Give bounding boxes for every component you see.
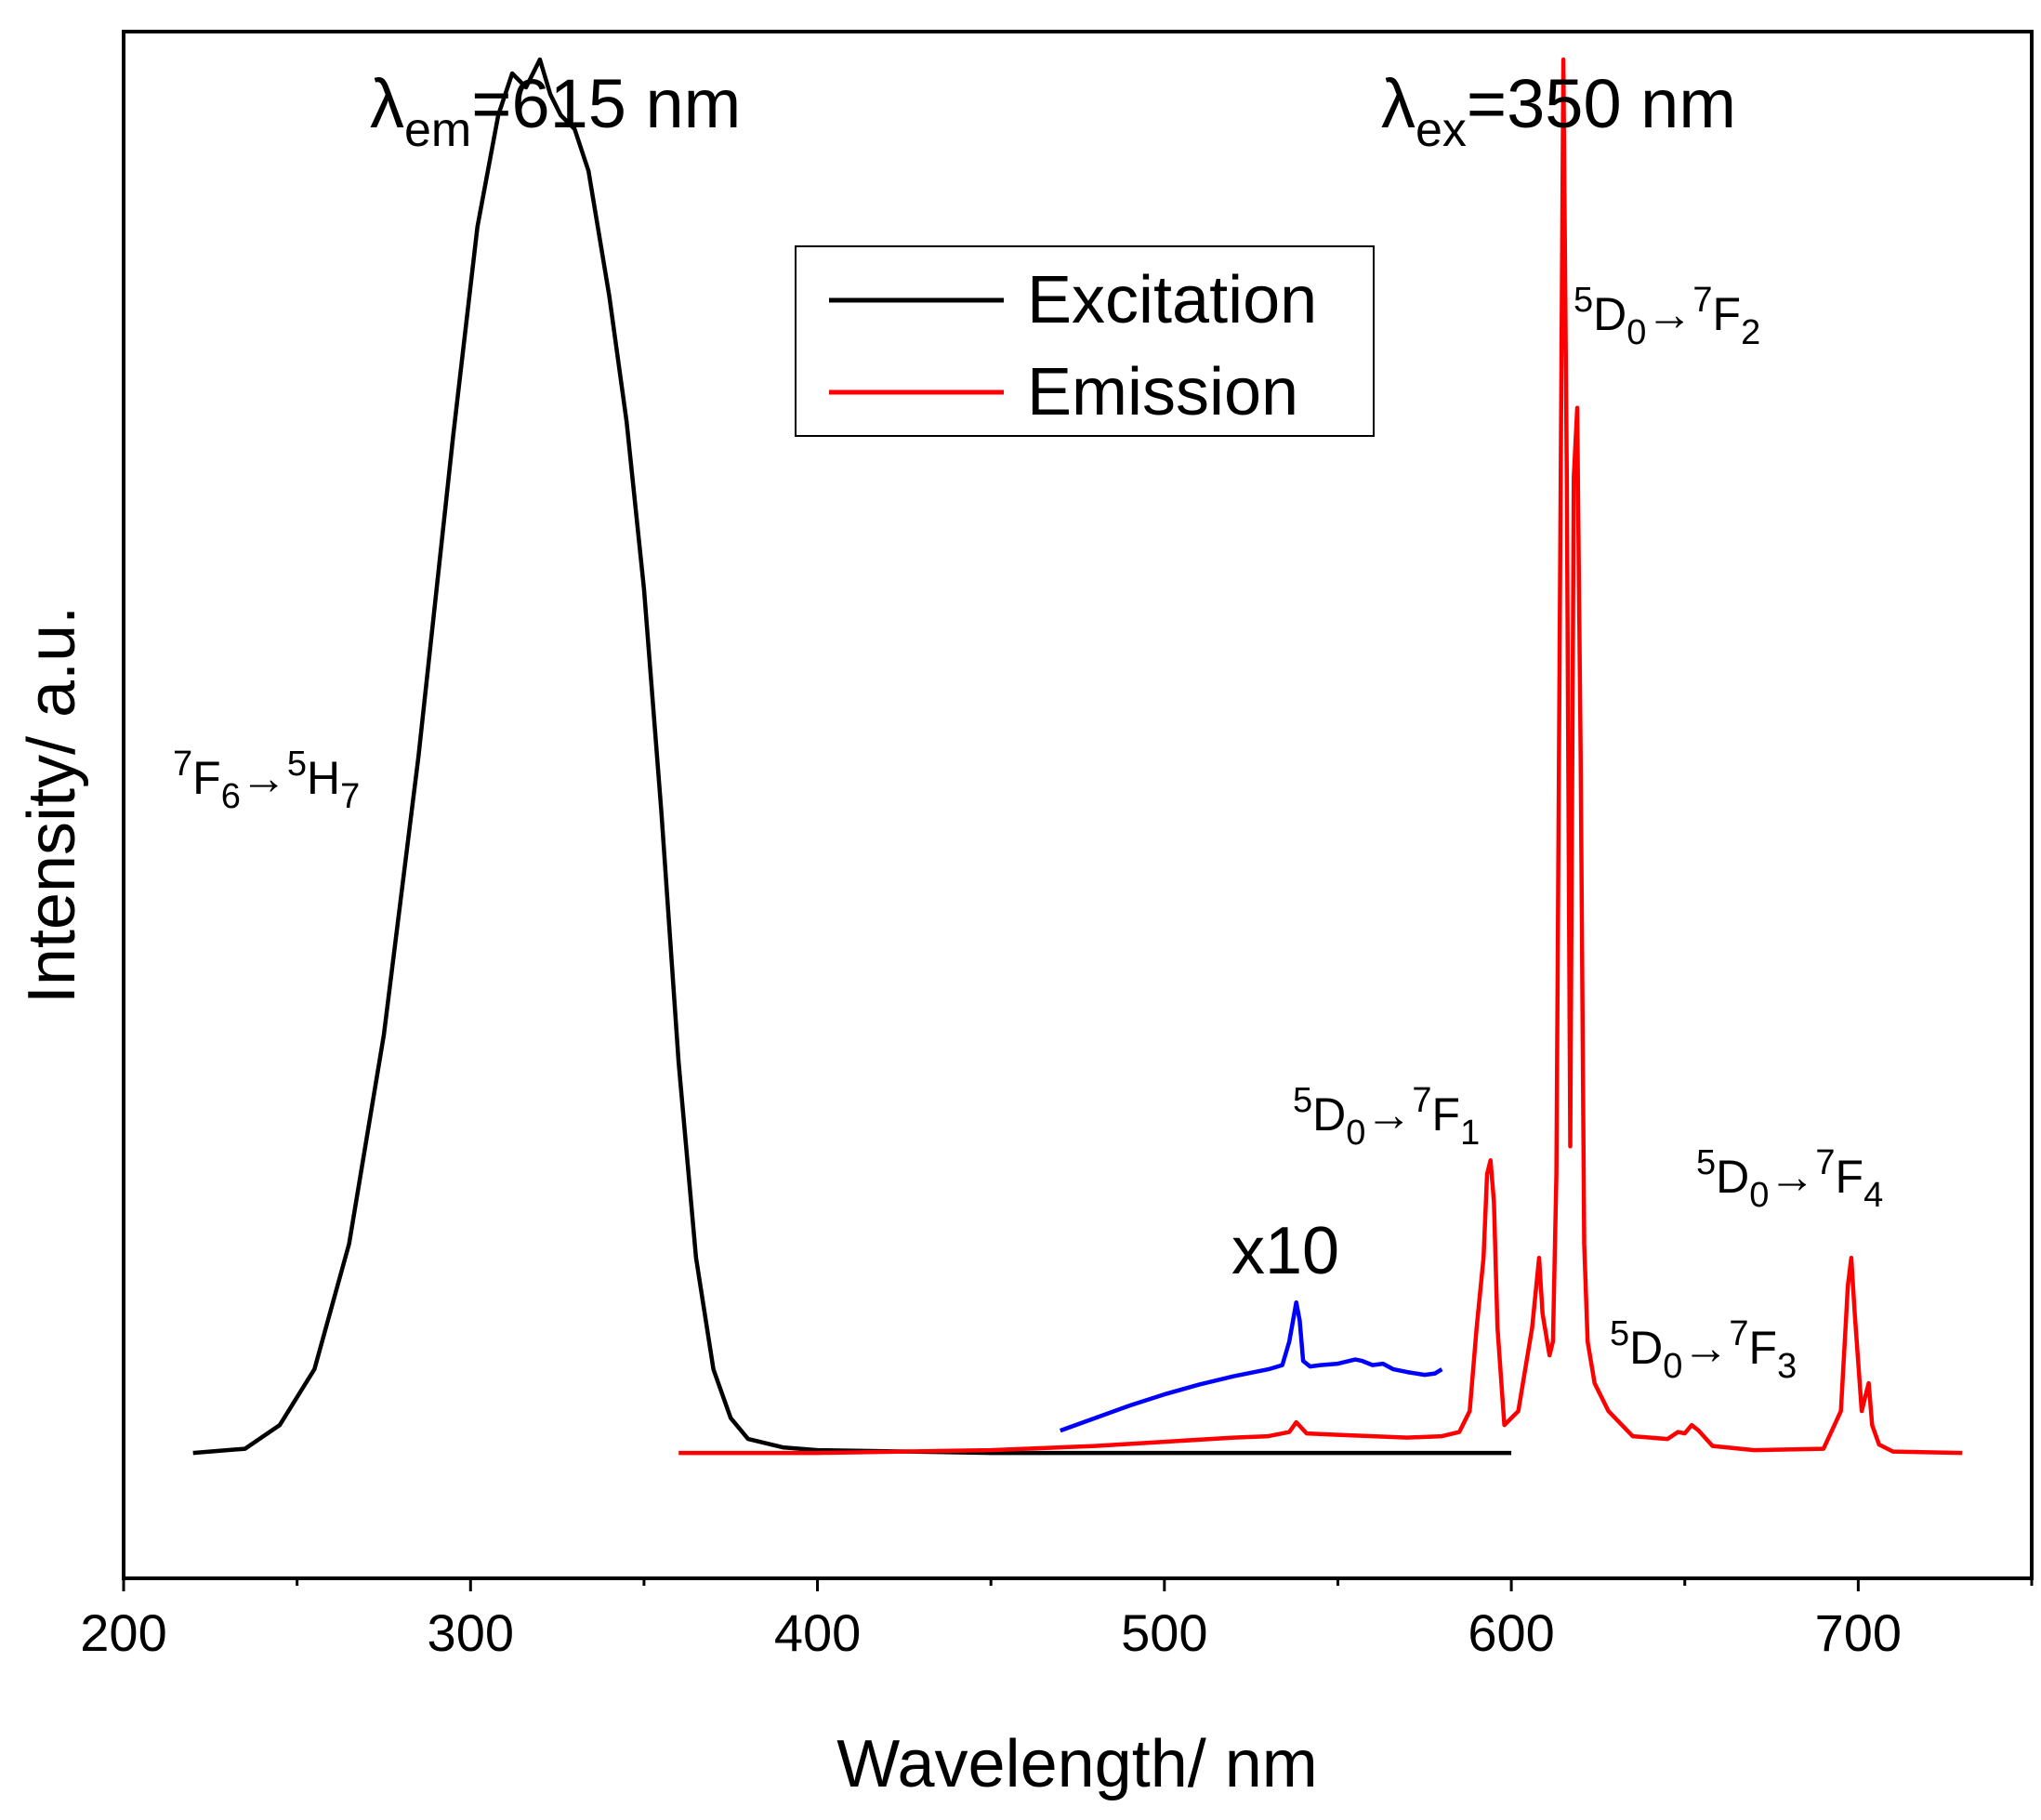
d0-f2-label: 5D0→7F2 [1574, 281, 1760, 352]
plot-frame [122, 30, 2034, 1580]
legend-box [795, 245, 1375, 437]
x-tick-label: 300 [428, 1603, 514, 1662]
series-emission-line [678, 57, 1963, 1456]
series-excitation-line [192, 57, 1512, 1456]
lambda-em-label: λem=615 nm [370, 65, 741, 157]
d0-f4-label: 5D0→7F4 [1696, 1143, 1883, 1215]
legend: Excitation Emission [795, 245, 1375, 437]
legend-label-emission: Emission [1027, 355, 1298, 429]
legend-label-excitation: Excitation [1027, 263, 1317, 337]
x-tick-label: 500 [1121, 1603, 1207, 1662]
excitation-transition-label: 7F6→5H7 [173, 745, 360, 816]
x-tick-label: 700 [1815, 1603, 1902, 1662]
d0-f3-label: 5D0→7F3 [1610, 1314, 1797, 1386]
x-tick-label: 600 [1468, 1603, 1554, 1662]
x-axis-ticks: 200 300 400 500 600 700 [80, 1578, 2034, 1662]
series-emission-x10-line [1060, 1299, 1443, 1433]
x-tick-label: 400 [774, 1603, 861, 1662]
magnification-label: x10 [1231, 1214, 1339, 1288]
y-axis-title: Intensity/ a.u. [15, 606, 89, 1004]
x-axis-title: Wavelength/ nm [836, 1727, 1318, 1801]
d0-f1-label: 5D0→7F1 [1293, 1081, 1480, 1153]
x-tick-label: 200 [80, 1603, 166, 1662]
lambda-ex-label: λex=350 nm [1381, 65, 1736, 157]
